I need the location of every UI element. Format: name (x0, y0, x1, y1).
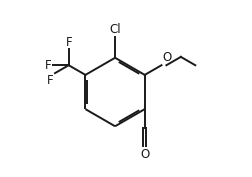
Text: F: F (47, 74, 53, 87)
Text: O: O (162, 51, 171, 64)
Text: F: F (65, 36, 72, 48)
Text: O: O (140, 148, 149, 161)
Text: Cl: Cl (109, 23, 120, 36)
Text: F: F (45, 59, 51, 72)
